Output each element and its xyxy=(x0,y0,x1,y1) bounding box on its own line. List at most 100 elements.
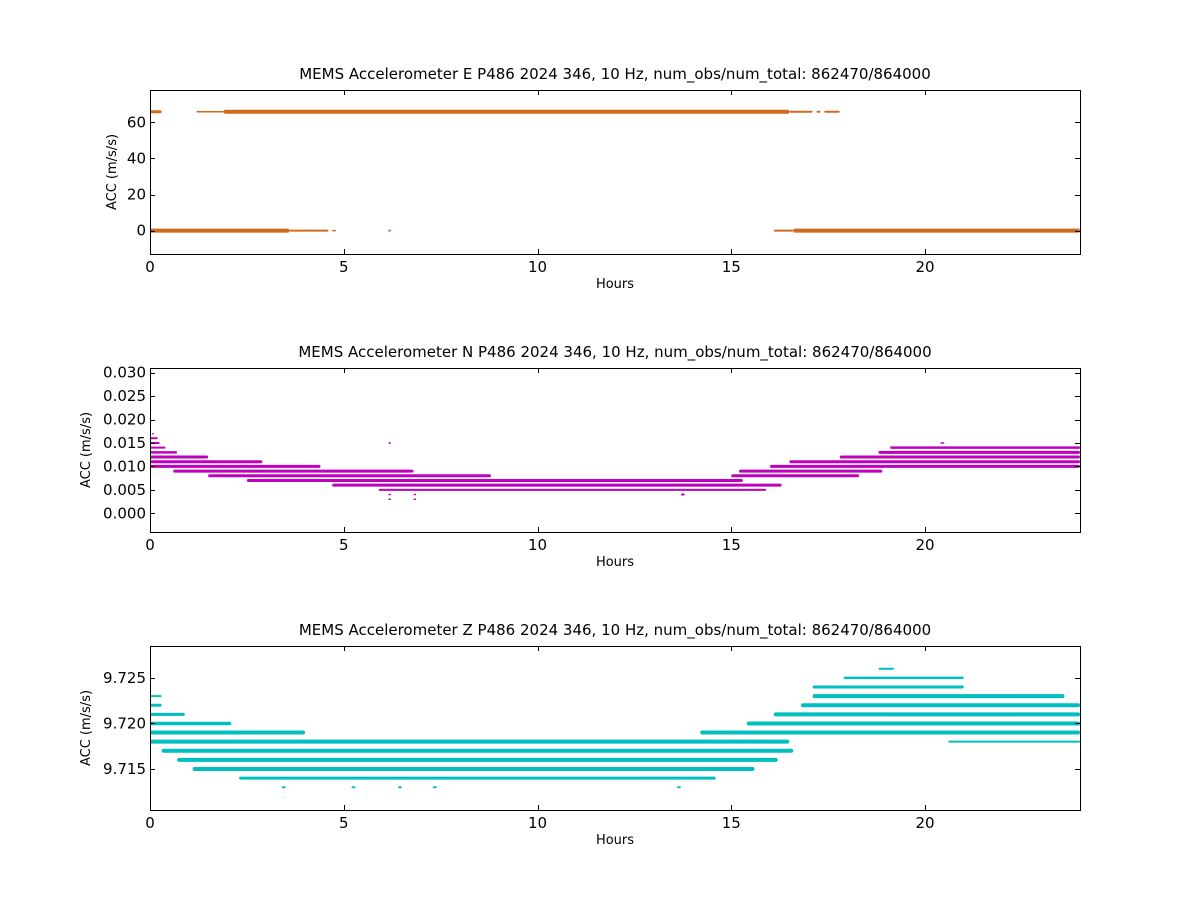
data-band xyxy=(150,739,790,744)
data-band xyxy=(789,110,813,113)
data-band xyxy=(839,455,1080,459)
data-band xyxy=(150,712,185,716)
data-band xyxy=(843,676,964,680)
y-tick-label: 9.715 xyxy=(103,760,146,778)
y-tick-label: 20 xyxy=(127,186,146,204)
data-band xyxy=(150,695,162,698)
x-tick-label: 5 xyxy=(339,536,349,554)
y-tick-label: 0.030 xyxy=(103,364,146,382)
y-tick-label: 0.000 xyxy=(103,504,146,522)
x-tick-label: 10 xyxy=(528,536,547,554)
data-band xyxy=(890,446,1080,449)
y-tick-label: 0.015 xyxy=(103,434,146,452)
y-axis-label: ACC (m/s/s) xyxy=(105,134,120,210)
y-tick-label: 9.725 xyxy=(103,669,146,687)
data-band xyxy=(388,493,392,496)
data-band xyxy=(878,450,1080,454)
data-band xyxy=(332,483,782,487)
chart-title: MEMS Accelerometer Z P486 2024 346, 10 H… xyxy=(299,621,931,640)
data-band xyxy=(281,786,286,789)
data-band xyxy=(177,757,778,762)
data-band xyxy=(789,460,1080,464)
marks xyxy=(150,667,1080,789)
y-tick-label: 0 xyxy=(136,222,146,240)
data-band xyxy=(746,721,1080,726)
x-axis-label: Hours xyxy=(596,833,634,848)
y-tick-label: 0.005 xyxy=(103,481,146,499)
data-band xyxy=(770,464,1080,468)
x-axis-label: Hours xyxy=(596,555,634,570)
chart-title: MEMS Accelerometer E P486 2024 346, 10 H… xyxy=(299,65,931,84)
data-band xyxy=(150,455,209,459)
x-tick-label: 10 xyxy=(528,258,547,276)
data-band xyxy=(413,498,417,500)
data-band xyxy=(812,685,964,689)
ticks: 0 5 10 15 20 9.715 9.720 9.725 xyxy=(103,646,1080,832)
data-band xyxy=(239,776,716,780)
data-band xyxy=(150,460,263,464)
data-band xyxy=(680,493,685,496)
x-tick-label: 0 xyxy=(145,536,155,554)
x-tick-label: 20 xyxy=(915,814,934,832)
data-band xyxy=(196,111,224,113)
data-band xyxy=(173,469,414,473)
x-tick-label: 20 xyxy=(915,258,934,276)
data-band xyxy=(940,442,945,444)
data-band xyxy=(388,229,392,232)
x-tick-label: 0 xyxy=(145,814,155,832)
data-band xyxy=(223,109,790,114)
x-tick-label: 5 xyxy=(339,258,349,276)
data-band xyxy=(150,730,305,735)
data-band xyxy=(351,786,356,789)
ticks: 0 5 10 15 20 0 20 40 60 xyxy=(127,90,1080,276)
y-tick-label: 60 xyxy=(127,113,146,131)
data-band xyxy=(192,767,755,771)
data-band xyxy=(150,228,290,233)
data-band xyxy=(801,703,1080,708)
data-band xyxy=(378,488,767,491)
data-band xyxy=(413,493,417,496)
data-band xyxy=(793,228,1080,233)
y-tick-label: 40 xyxy=(127,149,146,167)
data-band xyxy=(700,730,1080,735)
y-tick-label: 0.025 xyxy=(103,387,146,405)
data-band xyxy=(150,464,321,468)
data-band xyxy=(332,229,336,232)
data-band xyxy=(773,229,794,232)
data-band xyxy=(388,498,392,500)
y-axis-label: ACC (m/s/s) xyxy=(79,690,94,766)
data-band xyxy=(388,442,392,444)
data-band xyxy=(150,110,162,114)
x-tick-label: 20 xyxy=(915,536,934,554)
y-tick-label: 0.020 xyxy=(103,411,146,429)
data-band xyxy=(289,229,329,232)
data-band xyxy=(208,474,491,478)
y-axis-label: ACC (m/s/s) xyxy=(79,412,94,488)
marks xyxy=(150,109,1080,233)
data-band xyxy=(161,748,794,753)
y-tick-label: 9.720 xyxy=(103,714,146,732)
y-tick-label: 0.010 xyxy=(103,457,146,475)
data-band xyxy=(151,432,154,435)
data-band xyxy=(246,478,743,482)
marks xyxy=(150,432,1080,500)
data-band xyxy=(432,786,437,789)
data-band xyxy=(824,110,840,113)
data-band xyxy=(398,786,402,789)
data-band xyxy=(812,694,1065,699)
data-band xyxy=(948,740,1080,743)
data-band xyxy=(731,474,860,478)
data-band xyxy=(773,712,1080,717)
data-band xyxy=(739,469,883,473)
data-band xyxy=(677,786,681,789)
x-tick-label: 15 xyxy=(722,258,741,276)
subplot-n: MEMS Accelerometer N P486 2024 346, 10 H… xyxy=(79,343,1081,570)
data-band xyxy=(150,437,158,440)
data-band xyxy=(816,110,821,113)
x-tick-label: 10 xyxy=(528,814,547,832)
subplot-e: MEMS Accelerometer E P486 2024 346, 10 H… xyxy=(105,65,1081,292)
x-axis-label: Hours xyxy=(596,277,634,292)
data-band xyxy=(878,667,894,670)
